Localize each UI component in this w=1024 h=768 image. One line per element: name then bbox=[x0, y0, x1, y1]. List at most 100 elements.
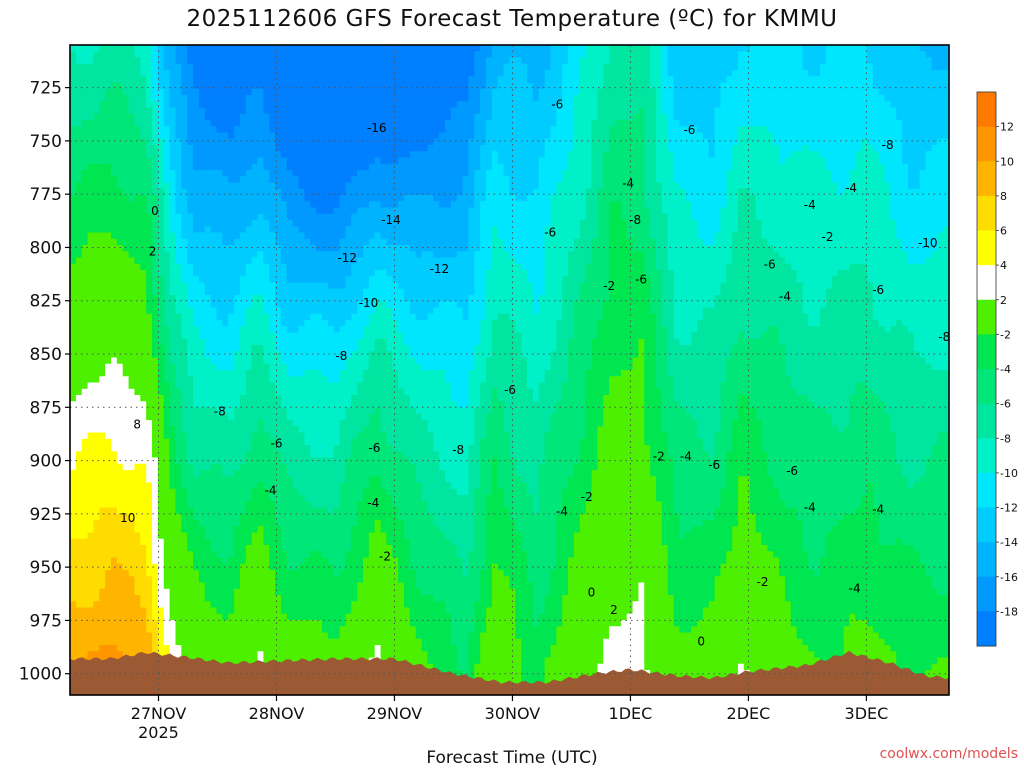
field-cell bbox=[157, 88, 165, 96]
field-cell bbox=[245, 176, 253, 184]
field-cell bbox=[152, 563, 159, 571]
field-cell bbox=[239, 307, 247, 315]
field-cell bbox=[216, 107, 223, 115]
field-cell bbox=[228, 420, 235, 427]
field-cell bbox=[263, 326, 270, 334]
field-cell bbox=[87, 88, 95, 96]
field-cell bbox=[111, 326, 118, 334]
field-cell bbox=[275, 263, 282, 271]
field-cell bbox=[310, 632, 317, 640]
field-cell bbox=[333, 182, 341, 190]
field-cell bbox=[298, 376, 305, 384]
field-cell bbox=[286, 463, 294, 471]
field-cell bbox=[228, 532, 235, 540]
field-cell bbox=[181, 651, 188, 659]
field-cell bbox=[181, 401, 188, 409]
field-cell bbox=[327, 532, 335, 540]
field-cell bbox=[210, 470, 218, 477]
field-cell bbox=[210, 276, 218, 284]
field-cell bbox=[222, 257, 229, 265]
field-cell bbox=[321, 101, 329, 109]
field-cell bbox=[210, 70, 218, 77]
field-cell bbox=[146, 376, 153, 384]
field-cell bbox=[345, 570, 352, 577]
field-cell bbox=[99, 163, 106, 171]
field-cell bbox=[298, 263, 305, 271]
field-cell bbox=[70, 457, 77, 465]
field-cell bbox=[228, 126, 235, 134]
field-cell bbox=[222, 613, 229, 621]
field-cell bbox=[81, 238, 89, 246]
field-cell bbox=[339, 170, 347, 177]
field-cell bbox=[99, 482, 106, 490]
field-cell bbox=[310, 420, 317, 427]
field-cell bbox=[198, 188, 206, 196]
field-cell bbox=[280, 607, 288, 615]
field-cell bbox=[87, 463, 95, 471]
field-cell bbox=[275, 538, 282, 546]
field-cell bbox=[152, 113, 159, 121]
field-cell bbox=[269, 120, 276, 127]
field-cell bbox=[81, 188, 89, 196]
field-cell bbox=[204, 332, 212, 340]
field-cell bbox=[280, 382, 288, 390]
field-cell bbox=[87, 495, 95, 502]
field-cell bbox=[81, 226, 89, 234]
field-cell bbox=[310, 538, 317, 546]
field-cell bbox=[310, 57, 317, 65]
field-cell bbox=[163, 501, 171, 509]
field-cell bbox=[275, 532, 282, 540]
field-cell bbox=[316, 301, 323, 309]
field-cell bbox=[280, 476, 288, 484]
field-cell bbox=[239, 601, 247, 609]
field-cell bbox=[316, 632, 323, 640]
field-cell bbox=[99, 357, 106, 365]
field-cell bbox=[193, 607, 200, 615]
field-cell bbox=[263, 101, 270, 109]
field-cell bbox=[134, 220, 141, 227]
field-cell bbox=[134, 101, 141, 109]
field-cell bbox=[169, 532, 177, 540]
field-cell bbox=[280, 526, 288, 534]
field-cell bbox=[116, 145, 124, 152]
field-cell bbox=[93, 363, 100, 371]
field-cell bbox=[321, 613, 329, 621]
field-cell bbox=[134, 401, 141, 409]
field-cell bbox=[75, 138, 83, 146]
field-cell bbox=[269, 495, 276, 502]
field-cell bbox=[298, 582, 305, 590]
field-cell bbox=[187, 113, 194, 121]
field-cell bbox=[263, 288, 270, 296]
field-cell bbox=[75, 451, 83, 459]
field-cell bbox=[345, 232, 352, 240]
field-cell bbox=[175, 120, 182, 127]
field-cell bbox=[128, 195, 136, 202]
field-cell bbox=[245, 70, 253, 77]
field-cell bbox=[198, 332, 206, 340]
field-cell bbox=[87, 276, 95, 284]
field-cell bbox=[81, 370, 89, 377]
field-cell bbox=[175, 588, 182, 596]
field-cell bbox=[263, 338, 270, 346]
field-cell bbox=[327, 476, 335, 484]
field-cell bbox=[304, 220, 311, 227]
field-cell bbox=[292, 532, 300, 540]
field-cell bbox=[222, 563, 229, 571]
field-cell bbox=[216, 638, 223, 646]
field-cell bbox=[140, 63, 147, 71]
field-cell bbox=[140, 88, 147, 96]
field-cell bbox=[298, 538, 305, 546]
field-cell bbox=[146, 332, 153, 340]
field-cell bbox=[228, 632, 235, 640]
field-cell bbox=[234, 470, 241, 477]
field-cell bbox=[163, 326, 171, 334]
field-cell bbox=[269, 157, 276, 165]
field-cell bbox=[75, 570, 83, 577]
field-cell bbox=[210, 170, 218, 177]
field-cell bbox=[286, 145, 294, 152]
field-cell bbox=[280, 638, 288, 646]
field-cell bbox=[99, 51, 106, 59]
field-cell bbox=[128, 263, 136, 271]
field-cell bbox=[70, 482, 77, 490]
field-cell bbox=[87, 632, 95, 640]
